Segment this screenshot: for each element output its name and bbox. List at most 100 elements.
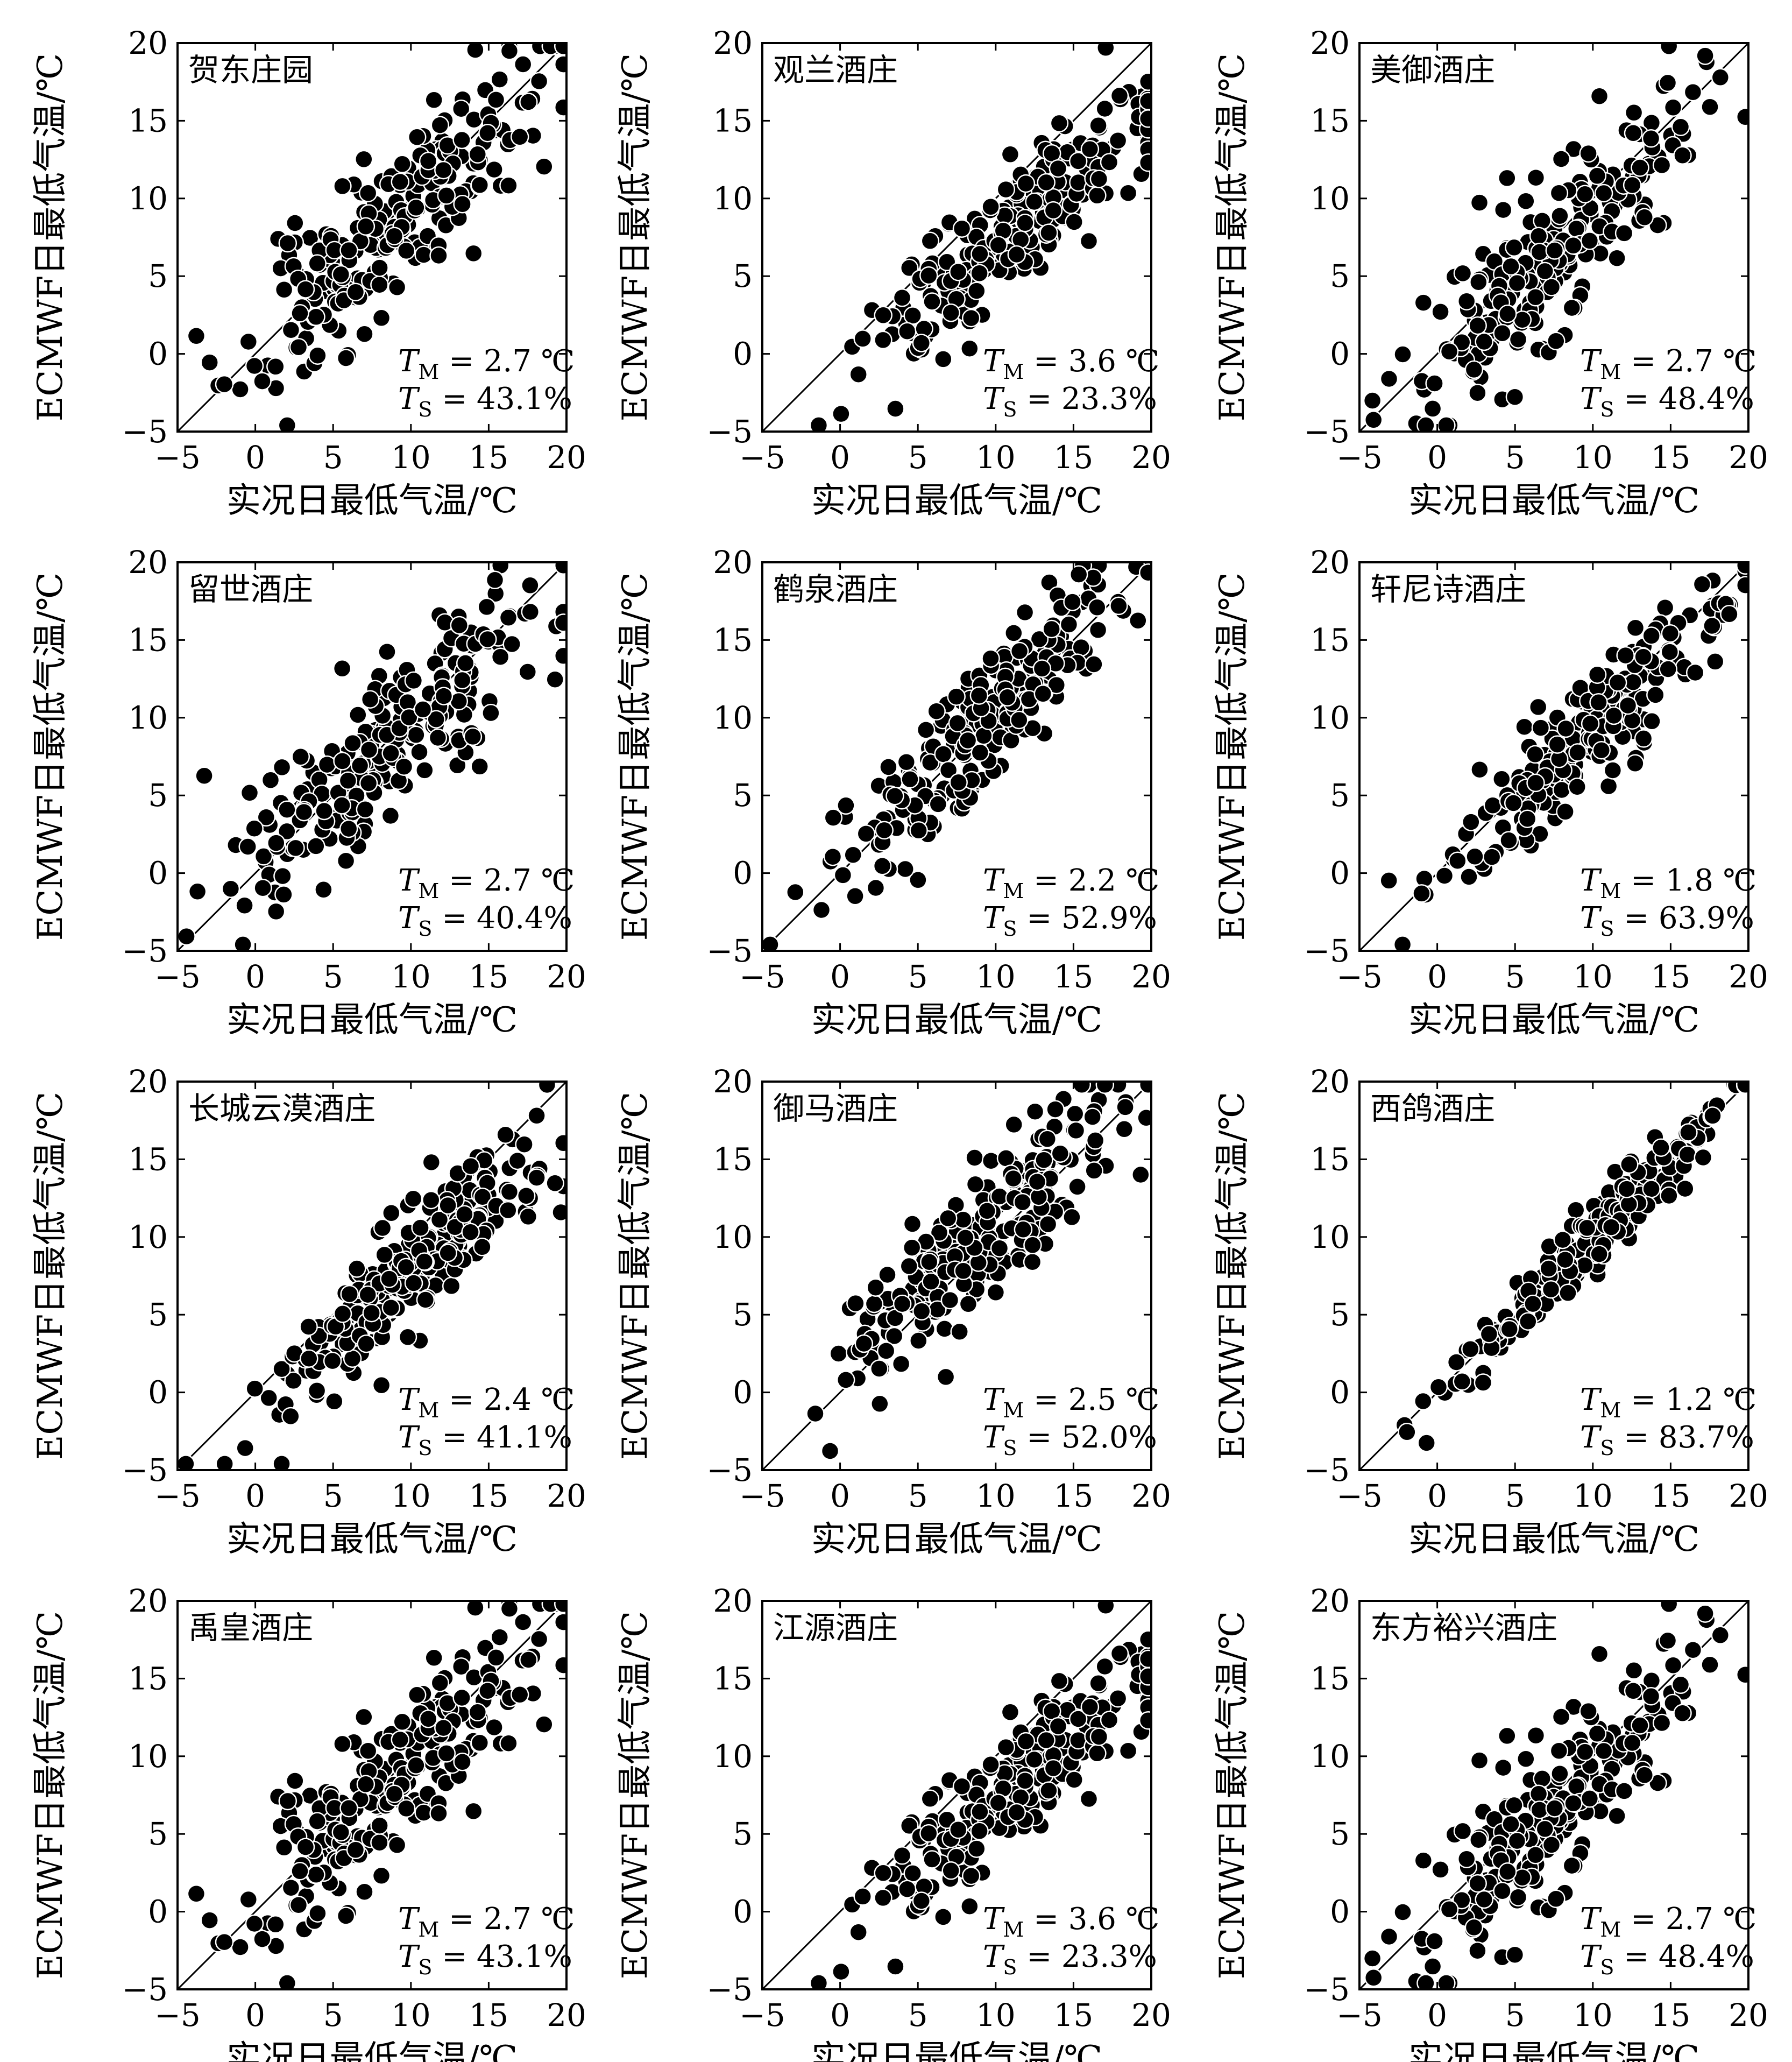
scatter-point	[286, 838, 305, 858]
scatter-point	[1517, 1749, 1535, 1768]
scatter-point	[939, 760, 958, 780]
x-tick-label: 5	[323, 958, 343, 995]
scatter-point	[466, 43, 485, 59]
panel-2: −5−5 0 0 5 5 10 10 15 15 20 20 观兰酒庄 TM = 3.6 ℃TS = 2…	[615, 25, 1171, 521]
scatter-point	[437, 1744, 456, 1763]
scatter-point	[1631, 158, 1649, 177]
scatter-point	[996, 1738, 1016, 1757]
scatter-point	[1603, 761, 1623, 780]
scatter-point	[502, 634, 521, 654]
scatter-point	[1089, 1673, 1108, 1693]
scatter-point	[998, 688, 1017, 707]
y-axis-label: ECMWF日最低气温/℃	[1213, 573, 1252, 941]
scatter-point	[897, 752, 916, 772]
scatter-point	[833, 866, 853, 885]
scatter-point	[1068, 1177, 1087, 1196]
y-tick-label: −5	[1304, 933, 1350, 969]
x-tick-label: −5	[154, 1997, 201, 2033]
y-axis-label: ECMWF日最低气温/℃	[1213, 53, 1252, 422]
points-group	[762, 562, 1151, 951]
y-tick-label: 5	[1330, 258, 1350, 294]
scatter-point	[1453, 1372, 1472, 1391]
scatter-point	[1535, 1819, 1555, 1839]
scatter-point	[254, 847, 273, 866]
scatter-point	[518, 662, 537, 681]
scatter-point	[1526, 745, 1545, 764]
scatter-point	[281, 320, 301, 340]
scatter-point	[1063, 592, 1082, 611]
x-tick-label: −5	[1336, 1997, 1383, 2033]
x-tick-label: −5	[154, 1478, 201, 1514]
points-group	[806, 1082, 1151, 1460]
scatter-point	[1069, 565, 1088, 584]
scatter-point	[1646, 686, 1665, 704]
scatter-point	[253, 372, 272, 391]
scatter-point	[920, 753, 940, 772]
x-tick-label: 5	[908, 1997, 928, 2033]
scatter-point	[1550, 1764, 1569, 1783]
scatter-point	[546, 1174, 564, 1193]
scatter-point	[1007, 245, 1026, 264]
scatter-point	[1004, 1115, 1023, 1134]
scatter-point	[1736, 562, 1748, 575]
scatter-point	[291, 1862, 309, 1881]
scatter-point	[477, 597, 496, 617]
scatter-point	[941, 1861, 960, 1880]
scatter-point	[829, 1344, 848, 1363]
scatter-point	[438, 1196, 457, 1215]
tm-annotation: TM = 3.6 ℃	[983, 344, 1159, 384]
plot-frame	[1358, 42, 1749, 433]
scatter-point	[499, 176, 518, 195]
scatter-point	[836, 1371, 855, 1389]
y-tick-label: 15	[1310, 102, 1350, 139]
scatter-point	[1063, 1207, 1081, 1227]
scatter-point	[1010, 641, 1029, 661]
scatter-point	[1475, 1890, 1493, 1909]
y-tick-label: 15	[128, 622, 168, 658]
y-tick-label: 15	[1310, 1660, 1350, 1697]
scatter-point	[1131, 1165, 1150, 1184]
scatter-point	[1014, 1220, 1033, 1239]
scatter-point	[1652, 156, 1671, 175]
scatter-point	[519, 1207, 538, 1226]
y-tick-label: −5	[707, 933, 753, 969]
scatter-point	[1720, 605, 1739, 624]
scatter-point	[846, 887, 865, 906]
scatter-point	[1042, 619, 1061, 639]
scatter-point	[396, 241, 416, 260]
scatter-point	[429, 1804, 448, 1823]
scatter-point	[1096, 1601, 1115, 1615]
scatter-point	[1623, 1733, 1642, 1753]
scatter-point	[257, 808, 276, 827]
scatter-point	[923, 1850, 941, 1869]
scatter-point	[358, 183, 378, 202]
x-tick-label: 0	[830, 1997, 850, 2033]
scatter-point	[429, 246, 448, 265]
scatter-point	[849, 365, 868, 384]
panel-title: 贺东庄园	[188, 52, 313, 88]
scatter-point	[554, 1613, 566, 1632]
scatter-point	[950, 1322, 969, 1341]
scatter-point	[1663, 98, 1683, 117]
scatter-point	[1016, 174, 1036, 193]
scatter-point	[1039, 223, 1058, 242]
scatter-point	[978, 1202, 997, 1220]
scatter-point	[899, 1816, 919, 1835]
scatter-point	[1138, 72, 1151, 91]
scatter-point	[527, 1106, 546, 1125]
scatter-point	[1138, 1667, 1151, 1686]
panel-10: −5−5 0 0 5 5 10 10 15 15 20 20 禹皇酒庄 TM = 2.7 ℃TS = 4…	[31, 1583, 586, 2062]
scatter-point	[245, 819, 264, 838]
scatter-point	[413, 700, 433, 719]
scatter-point	[496, 1125, 515, 1145]
x-tick-label: −5	[1336, 1478, 1383, 1514]
scatter-point	[1015, 603, 1035, 622]
scatter-point	[853, 1887, 872, 1906]
panel-3: −5−5 0 0 5 5 10 10 15 15 20 20 美御酒庄 TM = 2.7 ℃TS = 4…	[1213, 25, 1768, 521]
scatter-point	[1068, 152, 1088, 171]
scatter-point	[912, 1302, 931, 1321]
scatter-point	[1529, 227, 1548, 246]
x-tick-label: 10	[1573, 439, 1613, 476]
scatter-point	[1619, 1195, 1639, 1214]
x-tick-label: 10	[391, 1997, 431, 2033]
